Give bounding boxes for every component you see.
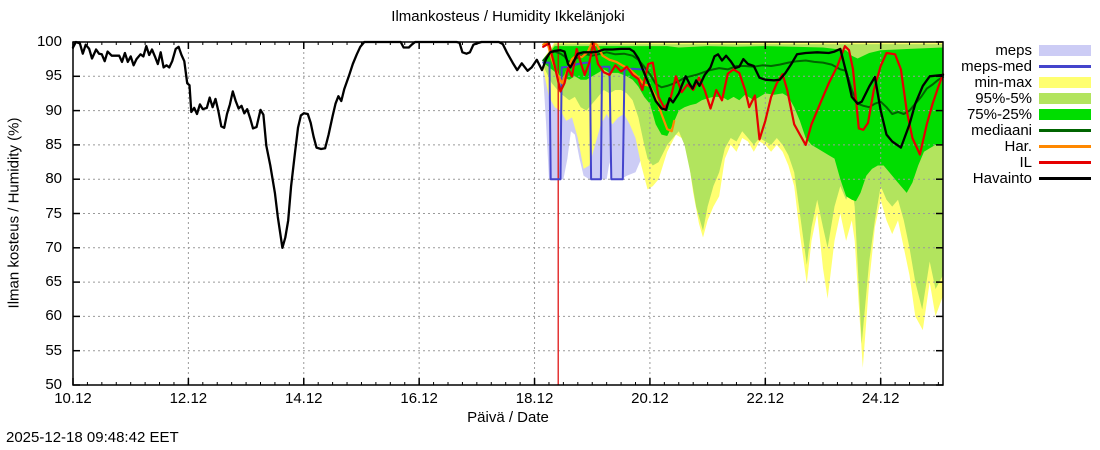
legend-label: Havainto xyxy=(972,169,1032,187)
series-Havainto xyxy=(71,40,945,249)
legend-label: 95%-5% xyxy=(975,89,1032,107)
legend-swatch-band xyxy=(1039,44,1091,56)
y-tick-label: 80 xyxy=(45,170,62,188)
chart-title: Ilmankosteus / Humidity Ikkelänjoki xyxy=(391,8,625,25)
legend-item-mediaani: mediaani xyxy=(938,121,1091,139)
legend-item-75%-25%: 75%-25% xyxy=(938,105,1091,123)
x-tick-label: 18.12 xyxy=(515,390,554,407)
x-tick-label: 16.12 xyxy=(400,390,438,407)
legend-label: meps xyxy=(995,41,1032,59)
y-tick-label: 70 xyxy=(45,238,62,256)
legend-item-meps: meps xyxy=(938,41,1091,59)
y-tick-label: 75 xyxy=(45,204,62,222)
x-tick-label: 24.12 xyxy=(861,390,900,407)
legend-item-95%-5%: 95%-5% xyxy=(938,89,1091,107)
y-tick-label: 50 xyxy=(45,376,62,393)
legend-item-Havainto: Havainto xyxy=(938,169,1091,187)
y-tick-label: 55 xyxy=(45,341,62,359)
axes-frame xyxy=(72,41,944,386)
y-tick-label: 60 xyxy=(45,307,62,325)
legend-label: 75%-25% xyxy=(966,105,1032,123)
x-axis-label: Päivä / Date xyxy=(467,409,549,426)
legend-label: min-max xyxy=(974,73,1032,91)
legend-label: meps-med xyxy=(961,57,1032,75)
legend-item-min-max: min-max xyxy=(938,73,1091,91)
legend-swatch-line xyxy=(1039,176,1091,180)
x-tick-label: 10.12 xyxy=(54,390,92,407)
legend-swatch-line xyxy=(1039,144,1091,148)
y-tick-label: 95 xyxy=(45,67,62,85)
gridlines xyxy=(73,42,943,385)
legend-swatch-band xyxy=(1039,92,1091,104)
x-tick-label: 12.12 xyxy=(169,390,208,407)
legend-item-IL: IL xyxy=(938,153,1091,171)
legend-swatch-band xyxy=(1039,76,1091,88)
x-tick-label: 14.12 xyxy=(284,390,323,407)
series-mediaani xyxy=(542,50,944,115)
legend-label: mediaani xyxy=(971,121,1032,139)
series-Har. xyxy=(542,40,676,133)
y-tick-label: 65 xyxy=(45,273,62,291)
y-tick-label: 85 xyxy=(45,135,62,153)
legend-item-Har.: Har. xyxy=(938,137,1091,155)
legend-item-meps-med: meps-med xyxy=(938,57,1091,75)
legend-label: IL xyxy=(1019,153,1032,171)
timestamp: 2025-12-18 09:48:42 EET xyxy=(6,429,179,446)
legend-swatch-line xyxy=(1039,160,1091,164)
legend-swatch-band xyxy=(1039,108,1091,120)
legend-label: Har. xyxy=(1004,137,1032,155)
y-tick-label: 100 xyxy=(36,33,62,50)
x-tick-label: 22.12 xyxy=(746,390,785,407)
legend-swatch-line xyxy=(1039,128,1091,132)
series-IL xyxy=(542,42,945,156)
y-tick-label: 90 xyxy=(45,101,62,119)
legend-swatch-line xyxy=(1039,64,1091,68)
legend: meps meps-med min-max 95%-5% 75%-25% mediaani… xyxy=(938,41,1091,187)
x-tick-label: 20.12 xyxy=(631,390,669,407)
